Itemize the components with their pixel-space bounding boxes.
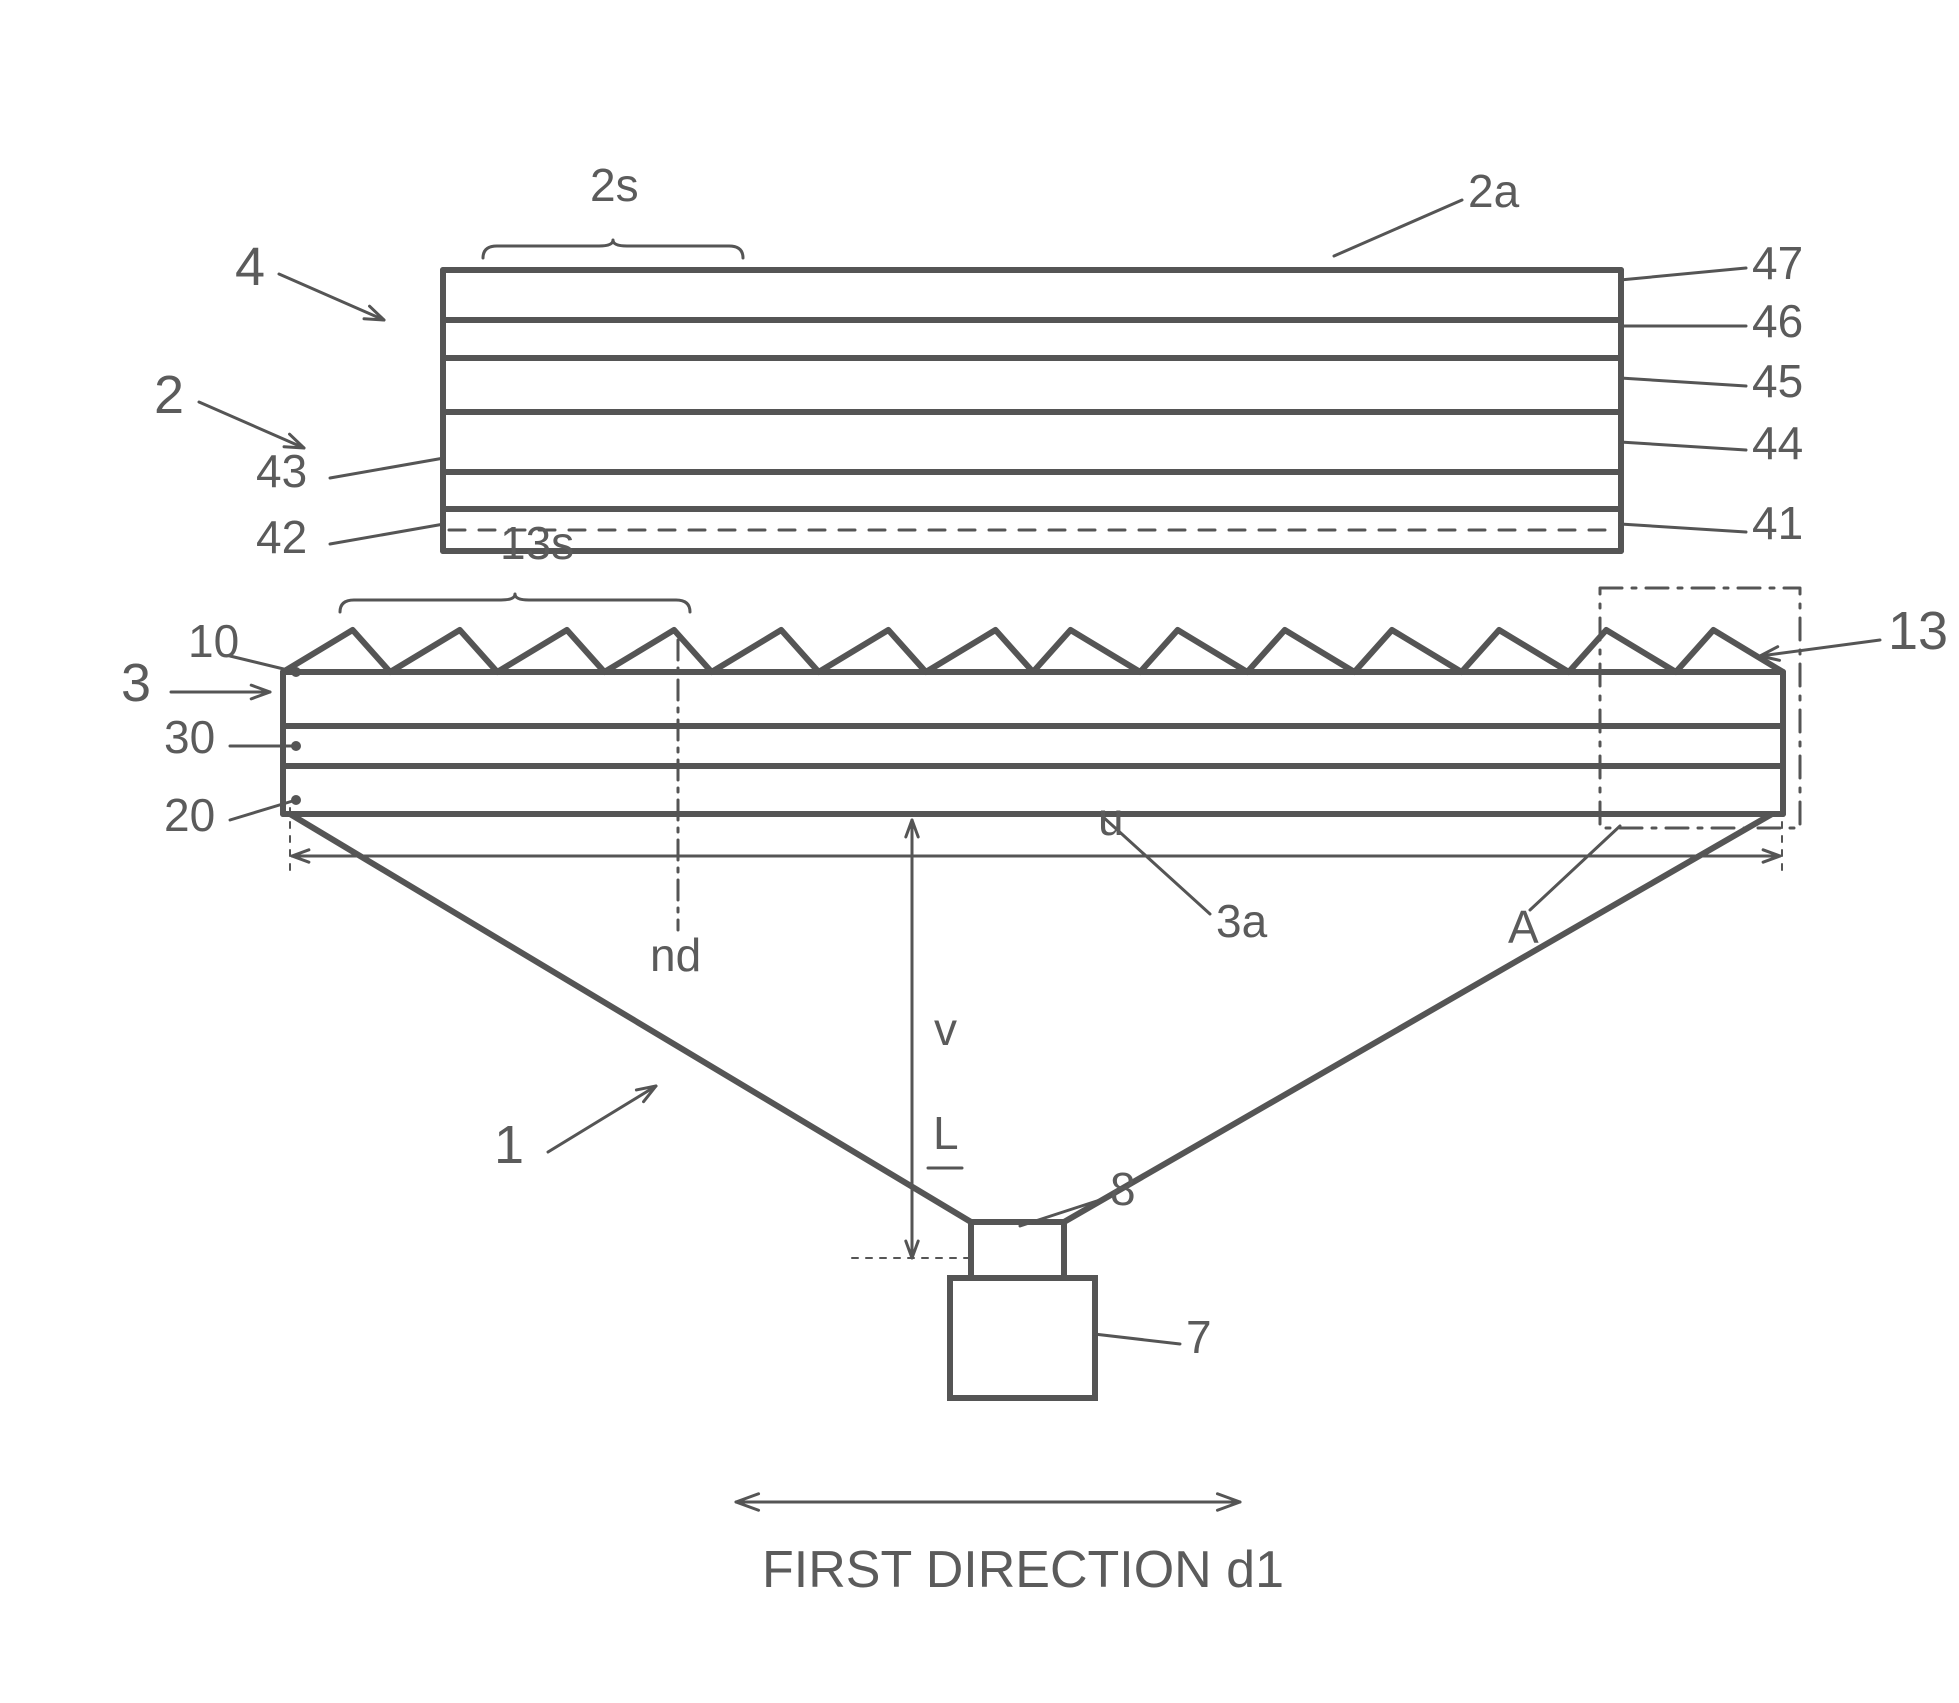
ref-4: 4 <box>235 240 265 294</box>
leader-30: 30 <box>164 714 215 760</box>
leader-43: 43 <box>256 448 307 494</box>
leader-45: 45 <box>1752 358 1803 404</box>
leader-2a: 2a <box>1468 168 1519 214</box>
label-v: v <box>934 1006 957 1052</box>
label-nd: nd <box>650 932 701 978</box>
leader-42: 42 <box>256 514 307 560</box>
ref-2: 2 <box>154 368 184 422</box>
label-u: u <box>1098 796 1124 842</box>
diagram-canvas: 2s13suvndL4231132a474645444143421030203a… <box>0 0 1959 1703</box>
ref-1: 1 <box>494 1118 524 1172</box>
ref-3: 3 <box>121 656 151 710</box>
leader-44: 44 <box>1752 420 1803 466</box>
leader-46: 46 <box>1752 298 1803 344</box>
leader-A: A <box>1508 904 1539 950</box>
label-L: L <box>933 1110 959 1156</box>
leader-3a: 3a <box>1216 898 1267 944</box>
label-13s: 13s <box>500 520 574 566</box>
caption-first-direction: FIRST DIRECTION d1 <box>762 1544 1284 1596</box>
ref-13: 13 <box>1888 604 1948 658</box>
leader-47: 47 <box>1752 240 1803 286</box>
leader-41: 41 <box>1752 500 1803 546</box>
leader-8: 8 <box>1110 1166 1136 1212</box>
leader-20: 20 <box>164 792 215 838</box>
diagram-svg <box>0 0 1959 1703</box>
label-2s: 2s <box>590 162 639 208</box>
leader-10: 10 <box>188 618 239 664</box>
leader-7: 7 <box>1186 1314 1212 1360</box>
